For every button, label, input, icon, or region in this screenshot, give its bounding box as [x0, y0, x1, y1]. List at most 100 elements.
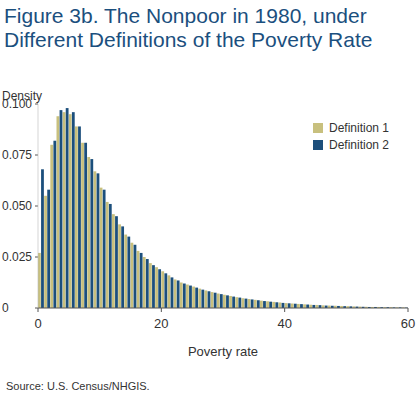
bar [161, 271, 164, 308]
bar [41, 169, 44, 308]
bar [127, 237, 130, 308]
bar [180, 283, 183, 309]
x-tick [161, 308, 162, 312]
bar [211, 292, 214, 308]
bar [260, 301, 263, 308]
bar [248, 299, 251, 308]
bar [294, 304, 297, 308]
bar [72, 112, 75, 308]
bar [53, 141, 56, 308]
y-tick [35, 104, 38, 105]
chart: Density00.0250.0500.0750.1000204060Pover… [0, 0, 420, 402]
bar [143, 257, 146, 308]
bar [291, 304, 294, 308]
x-tick-label: 0 [34, 316, 41, 331]
bar [214, 293, 217, 308]
bar [303, 304, 306, 308]
bar [232, 297, 235, 308]
bar [226, 295, 229, 308]
bar [97, 173, 100, 308]
bar [217, 294, 220, 308]
bar [134, 245, 137, 308]
bar [63, 112, 66, 308]
bar [229, 296, 232, 308]
bar [84, 143, 87, 308]
source: Source: U.S. Census/NHGIS. [6, 380, 150, 392]
bar [205, 290, 208, 308]
bar [269, 302, 272, 308]
bar [275, 302, 278, 308]
bar [87, 157, 90, 308]
bar [297, 304, 300, 308]
bar [282, 303, 285, 308]
bar [81, 143, 84, 308]
bar [192, 287, 195, 308]
bars [38, 108, 408, 308]
bar [220, 294, 223, 308]
bar [186, 285, 189, 308]
bar [106, 202, 109, 308]
y-tick-label: 0.075 [2, 148, 32, 162]
title: Figure 3b. The Nonpoor in 1980, under Di… [4, 4, 374, 52]
y-tick-label: 0.025 [2, 250, 32, 264]
bar [146, 259, 149, 308]
bar [235, 297, 238, 308]
bar [75, 126, 78, 308]
bar [285, 303, 288, 308]
bar [137, 251, 140, 308]
bar [47, 190, 50, 308]
bar [288, 303, 291, 308]
bar [155, 267, 158, 308]
bar [183, 284, 186, 308]
x-tick [38, 308, 39, 312]
bar [131, 243, 134, 308]
bar [223, 295, 226, 308]
bar [158, 269, 161, 308]
bar [69, 114, 72, 308]
bar [38, 253, 41, 308]
bar [121, 226, 124, 308]
bar [112, 214, 115, 308]
x-axis [38, 308, 408, 309]
bar [263, 301, 266, 308]
x-tick [408, 308, 409, 312]
bar [198, 289, 201, 308]
bar [90, 159, 93, 308]
y-tick [35, 155, 38, 156]
x-tick-label: 60 [401, 316, 415, 331]
y-axis [38, 104, 39, 308]
bar [177, 280, 180, 308]
bar [251, 299, 254, 308]
bar [100, 188, 103, 308]
bar [152, 265, 155, 308]
bar [272, 302, 275, 308]
bar [201, 290, 204, 308]
bar [140, 253, 143, 308]
bar [195, 288, 198, 308]
bar [50, 145, 53, 308]
x-label: Poverty rate [188, 344, 258, 359]
bar [118, 224, 121, 308]
bar [109, 204, 112, 308]
bar [78, 126, 81, 308]
y-tick [35, 257, 38, 258]
y-tick-label: 0.050 [2, 199, 32, 213]
bar [44, 196, 47, 308]
bar [242, 298, 245, 308]
x-tick [284, 308, 285, 312]
bar [164, 273, 167, 308]
bar [208, 291, 211, 308]
bar [300, 304, 303, 308]
bar [115, 216, 118, 308]
bar [103, 190, 106, 308]
bar [245, 299, 248, 308]
legend-label: Definition 2 [329, 138, 389, 152]
bar [66, 108, 69, 308]
bar [168, 275, 171, 308]
x-tick-label: 40 [277, 316, 291, 331]
bar [124, 235, 127, 308]
bar [171, 277, 174, 308]
bar [279, 302, 282, 308]
y-tick-label: 0 [2, 301, 9, 315]
legend-swatch [313, 123, 323, 133]
